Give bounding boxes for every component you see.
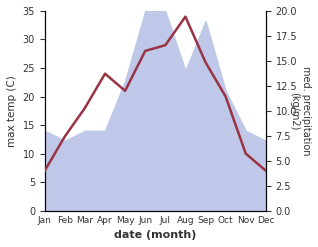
Y-axis label: med. precipitation
(kg/m2): med. precipitation (kg/m2): [289, 66, 311, 156]
X-axis label: date (month): date (month): [114, 230, 197, 240]
Y-axis label: max temp (C): max temp (C): [7, 75, 17, 147]
